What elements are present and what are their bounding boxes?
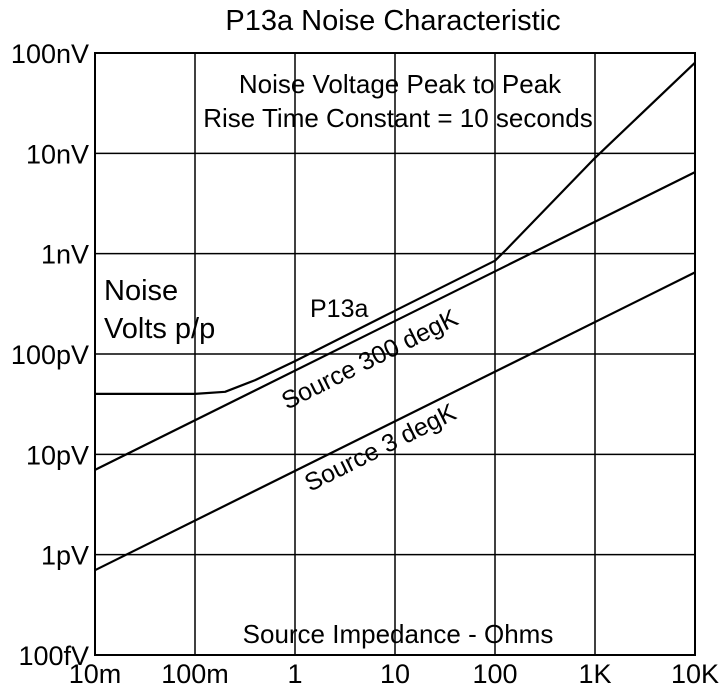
y-tick-label: 100fV xyxy=(18,641,89,671)
subtitle-line-2: Rise Time Constant = 10 seconds xyxy=(203,103,592,133)
x-tick-label: 1K xyxy=(578,659,611,689)
subtitle-line-1: Noise Voltage Peak to Peak xyxy=(239,69,562,99)
series-label-p13a: P13a xyxy=(310,295,368,323)
y-tick-label: 100pV xyxy=(11,340,89,370)
y-axis-label-line-1: Noise xyxy=(104,275,178,307)
chart-title: P13a Noise Characteristic xyxy=(225,5,560,37)
series-line-2 xyxy=(94,271,696,572)
x-tick-label: 100 xyxy=(472,659,517,689)
y-tick-label: 10pV xyxy=(26,440,89,470)
y-axis-label-line-2: Volts p/p xyxy=(104,313,215,345)
y-tick-labels: 100fV 1pV 10pV 100pV 1nV 10nV 100nV xyxy=(11,39,89,671)
series-line-1 xyxy=(94,171,696,471)
y-tick-label: 1nV xyxy=(41,240,89,270)
series-label-source-300: Source 300 degK xyxy=(277,304,463,416)
series-line-0 xyxy=(95,61,696,395)
x-tick-label: 100m xyxy=(161,659,229,689)
x-tick-label: 10K xyxy=(671,659,719,689)
y-tick-label: 10nV xyxy=(26,139,89,169)
series-label-source-3: Source 3 degK xyxy=(300,398,461,497)
x-axis-label: Source Impedance - Ohms xyxy=(243,619,554,649)
y-tick-label: 1pV xyxy=(41,541,89,571)
x-tick-label: 10 xyxy=(380,659,410,689)
x-tick-labels: 10m 100m 1 10 100 1K 10K xyxy=(69,659,719,689)
grid xyxy=(94,52,696,656)
series-lines xyxy=(94,61,696,572)
x-tick-label: 1 xyxy=(287,659,302,689)
y-tick-label: 100nV xyxy=(11,39,89,69)
x-tick-label: 10m xyxy=(69,659,122,689)
